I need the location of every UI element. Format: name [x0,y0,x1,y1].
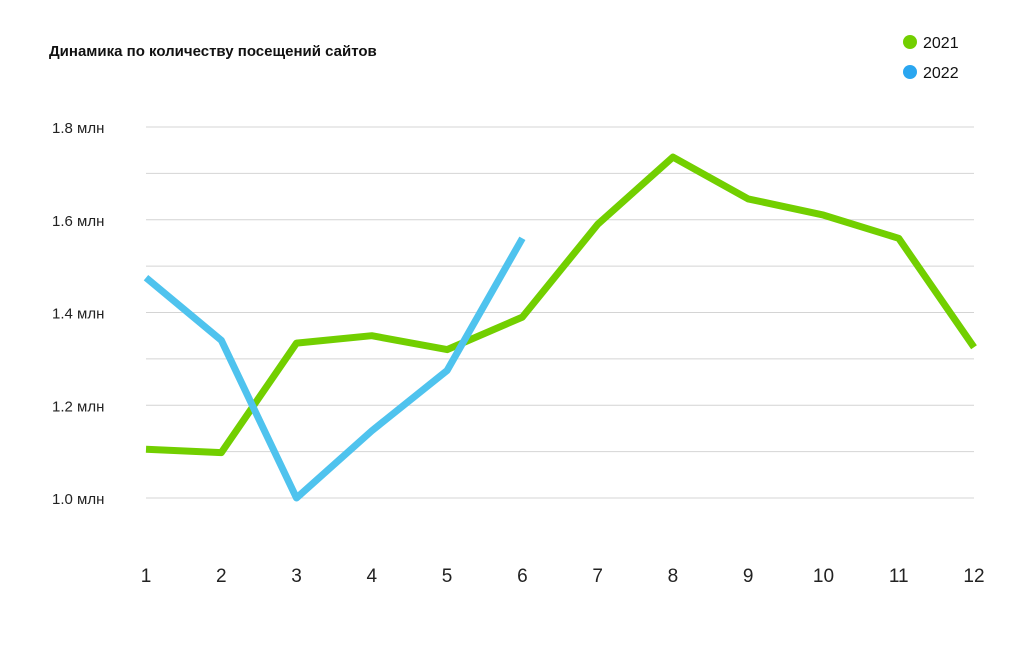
legend-label-2021: 2021 [923,35,959,52]
x-tick-label: 11 [889,566,909,587]
x-tick-label: 7 [592,566,603,587]
y-tick-label: 1.2 млн [52,398,104,415]
x-tick-label: 4 [367,566,378,587]
y-tick-label: 1.8 млн [52,120,104,137]
series-line-2021 [145,153,977,457]
x-tick-label: 5 [442,566,453,587]
legend-marker-2021 [903,35,917,49]
x-tick-label: 12 [963,566,984,587]
series-line-2022 [143,236,526,502]
x-tick-label: 3 [291,566,302,587]
y-tick-label: 1.4 млн [52,306,104,323]
x-tick-label: 9 [743,566,754,587]
legend: 2021 2022 [903,35,959,82]
x-tick-label: 2 [216,566,227,587]
legend-label-2022: 2022 [923,65,959,82]
y-tick-label: 1.6 млн [52,213,104,230]
x-axis: 1 2 3 4 5 6 7 8 9 10 11 12 [141,566,985,587]
y-axis: 1.0 млн 1.2 млн 1.4 млн 1.6 млн 1.8 млн [52,120,104,508]
x-tick-label: 6 [517,566,528,587]
x-tick-label: 1 [141,566,152,587]
legend-marker-2022 [903,65,917,79]
series-group [143,153,977,502]
x-tick-label: 8 [668,566,679,587]
chart-title: Динамика по количеству посещений сайтов [49,43,377,60]
y-tick-label: 1.0 млн [52,491,104,508]
x-tick-label: 10 [813,566,834,587]
